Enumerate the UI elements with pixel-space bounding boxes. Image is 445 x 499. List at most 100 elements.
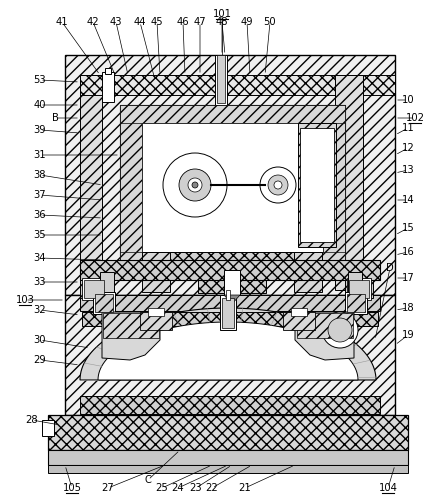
Text: 19: 19 — [402, 330, 414, 340]
Text: 16: 16 — [402, 247, 414, 257]
Text: 27: 27 — [101, 483, 114, 493]
Text: 12: 12 — [402, 143, 414, 153]
Bar — [42, 420, 54, 436]
Text: 50: 50 — [264, 17, 276, 27]
Bar — [220, 295, 236, 330]
Text: 34: 34 — [34, 253, 46, 263]
Text: 101: 101 — [213, 9, 231, 19]
Bar — [103, 313, 159, 338]
Circle shape — [274, 181, 282, 189]
Bar — [80, 260, 380, 280]
Text: 40: 40 — [34, 100, 46, 110]
Bar — [300, 128, 334, 242]
Text: 37: 37 — [34, 190, 46, 200]
Bar — [80, 295, 380, 311]
Bar — [120, 252, 345, 270]
Bar — [142, 123, 323, 252]
Text: 44: 44 — [134, 17, 146, 27]
Text: 18: 18 — [402, 303, 414, 313]
Text: 33: 33 — [34, 277, 46, 287]
Text: 38: 38 — [34, 170, 46, 180]
Bar — [347, 294, 365, 312]
Bar — [323, 105, 345, 270]
Bar — [142, 252, 322, 272]
Bar — [48, 415, 408, 450]
Text: 32: 32 — [34, 305, 46, 315]
Text: 35: 35 — [34, 230, 46, 240]
Bar — [120, 105, 345, 270]
Bar — [345, 280, 373, 298]
Bar — [142, 252, 170, 292]
Bar — [48, 465, 408, 473]
Bar — [148, 308, 164, 316]
Polygon shape — [80, 308, 376, 380]
Bar — [297, 313, 353, 338]
Bar — [80, 396, 380, 414]
Text: 15: 15 — [402, 223, 414, 233]
Text: 36: 36 — [34, 210, 46, 220]
Bar — [93, 292, 115, 314]
Text: 13: 13 — [402, 165, 414, 175]
Polygon shape — [102, 312, 160, 360]
Text: 48: 48 — [216, 17, 228, 27]
Text: 102: 102 — [405, 113, 425, 123]
Circle shape — [322, 312, 358, 348]
Text: 14: 14 — [402, 195, 414, 205]
Bar — [120, 105, 345, 123]
Text: 22: 22 — [206, 483, 218, 493]
Bar — [65, 295, 395, 415]
Text: 29: 29 — [34, 355, 46, 365]
Bar — [226, 290, 230, 300]
Bar — [222, 298, 234, 328]
Bar — [105, 68, 111, 74]
Circle shape — [192, 182, 198, 188]
Bar — [80, 75, 102, 290]
Text: 31: 31 — [34, 150, 46, 160]
Text: 30: 30 — [34, 335, 46, 345]
Bar — [84, 280, 104, 298]
Text: 17: 17 — [402, 273, 414, 283]
Bar — [48, 450, 408, 465]
Bar — [140, 312, 172, 330]
Text: 53: 53 — [34, 75, 46, 85]
Bar — [294, 252, 322, 292]
Polygon shape — [295, 312, 354, 360]
Bar — [95, 294, 113, 312]
Text: 10: 10 — [402, 95, 414, 105]
Bar — [291, 308, 307, 316]
Circle shape — [188, 178, 202, 192]
Text: 103: 103 — [16, 295, 34, 305]
Bar — [198, 268, 266, 293]
Text: 49: 49 — [241, 17, 253, 27]
Bar — [65, 55, 395, 295]
Text: C: C — [145, 475, 151, 485]
Bar — [349, 280, 369, 298]
Circle shape — [163, 153, 227, 217]
Bar — [80, 280, 108, 298]
Bar — [335, 75, 363, 290]
Bar — [347, 278, 371, 300]
Text: 28: 28 — [26, 415, 38, 425]
Bar — [298, 123, 336, 247]
Text: 23: 23 — [190, 483, 202, 493]
Bar — [82, 312, 378, 326]
Text: 39: 39 — [34, 125, 46, 135]
Polygon shape — [224, 295, 240, 304]
Polygon shape — [98, 322, 358, 380]
Text: 25: 25 — [156, 483, 168, 493]
Text: 24: 24 — [172, 483, 184, 493]
Circle shape — [179, 169, 211, 201]
Text: 11: 11 — [402, 123, 414, 133]
Text: 42: 42 — [87, 17, 99, 27]
Text: 41: 41 — [56, 17, 69, 27]
Text: 43: 43 — [110, 17, 122, 27]
Bar — [224, 270, 240, 295]
Text: 47: 47 — [194, 17, 206, 27]
Bar — [215, 55, 227, 105]
Bar — [345, 292, 367, 314]
Text: D: D — [386, 263, 394, 273]
Text: 105: 105 — [62, 483, 81, 493]
Text: 21: 21 — [239, 483, 251, 493]
Bar — [348, 272, 362, 302]
Circle shape — [268, 175, 288, 195]
